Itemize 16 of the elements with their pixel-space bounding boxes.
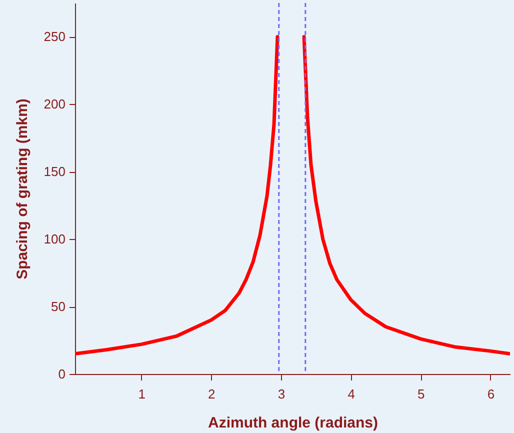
- x-tick-label: 6: [487, 386, 495, 402]
- x-tick-label: 1: [138, 386, 146, 402]
- x-tick-label: 4: [348, 386, 355, 402]
- y-tick-label: 200: [44, 96, 66, 112]
- x-tick-label: 5: [418, 386, 425, 402]
- y-tick-label: 150: [44, 164, 66, 180]
- line-series: [75, 34, 280, 356]
- y-tick-label: 50: [51, 299, 66, 314]
- x-axis-title: Azimuth angle (radians): [208, 414, 378, 432]
- x-tick-label: 2: [208, 386, 216, 402]
- y-tick-label: 100: [44, 232, 66, 247]
- y-tick-label: 0: [58, 366, 66, 382]
- y-axis-title: Spacing of grating (mkm): [14, 98, 31, 280]
- y-tick-label: 250: [44, 29, 66, 44]
- x-tick-label: 3: [278, 386, 286, 402]
- line-series: [302, 34, 510, 356]
